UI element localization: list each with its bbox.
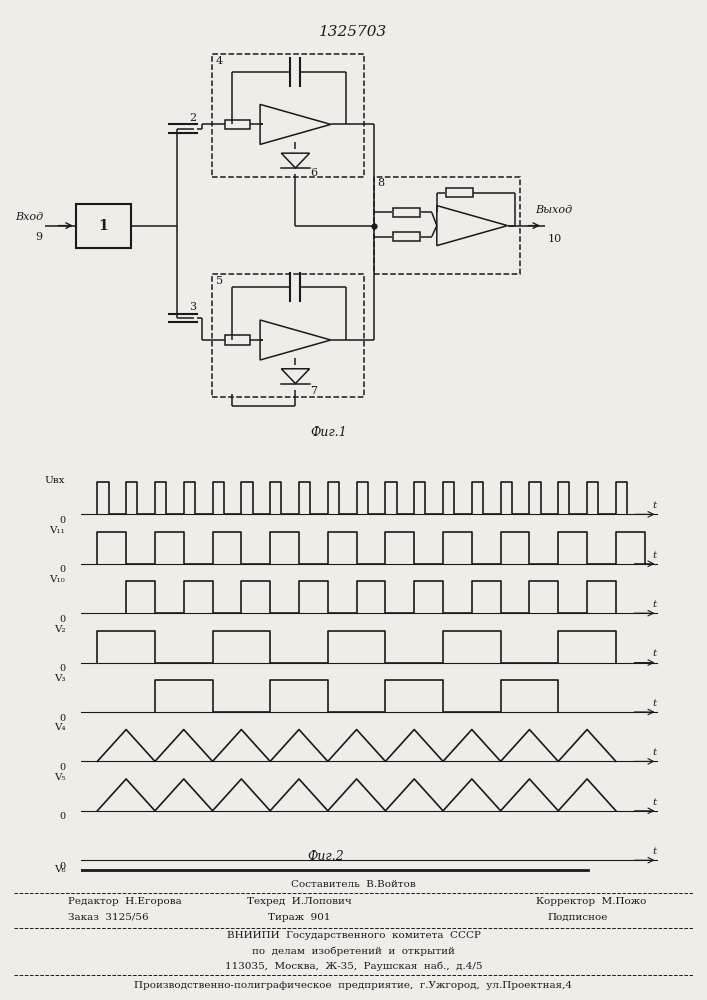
Text: 0: 0 bbox=[59, 615, 65, 624]
Text: 0: 0 bbox=[59, 812, 65, 821]
Text: 7: 7 bbox=[310, 386, 317, 396]
Text: 0: 0 bbox=[59, 565, 65, 574]
Text: t: t bbox=[653, 551, 656, 560]
Text: V₄: V₄ bbox=[54, 723, 65, 732]
Text: 5: 5 bbox=[216, 276, 223, 286]
Text: V₃: V₃ bbox=[54, 674, 65, 683]
Text: t: t bbox=[653, 600, 656, 609]
Text: 0: 0 bbox=[59, 862, 65, 871]
Text: t: t bbox=[653, 847, 656, 856]
Text: V₁₁: V₁₁ bbox=[49, 526, 65, 535]
Text: 0: 0 bbox=[59, 516, 65, 525]
Text: V₁₀: V₁₀ bbox=[49, 575, 65, 584]
Bar bbox=[374, 177, 520, 274]
Bar bbox=[392, 232, 421, 241]
Text: Фиг.1: Фиг.1 bbox=[310, 426, 346, 439]
Text: 10: 10 bbox=[548, 234, 562, 244]
Text: 113035,  Москва,  Ж-35,  Раушская  наб.,  д.4/5: 113035, Москва, Ж-35, Раушская наб., д.4… bbox=[225, 961, 482, 971]
Bar bbox=[225, 335, 250, 345]
Text: V₆: V₆ bbox=[54, 865, 65, 874]
Text: 0: 0 bbox=[59, 763, 65, 772]
Text: Техред  И.Лопович: Техред И.Лопович bbox=[247, 898, 351, 906]
Text: Uвх: Uвх bbox=[45, 476, 65, 485]
Text: 0: 0 bbox=[59, 664, 65, 673]
Text: Составитель  В.Войтов: Составитель В.Войтов bbox=[291, 880, 416, 889]
Text: Производственно-полиграфическое  предприятие,  г.Ужгород,  ул.Проектная,4: Производственно-полиграфическое предприя… bbox=[134, 981, 573, 990]
Text: Заказ  3125/56: Заказ 3125/56 bbox=[69, 912, 149, 922]
Text: 8: 8 bbox=[378, 178, 385, 188]
Bar bbox=[212, 274, 363, 397]
Text: Вход: Вход bbox=[15, 212, 43, 222]
Text: V₂: V₂ bbox=[54, 625, 65, 634]
Text: t: t bbox=[653, 748, 656, 757]
Bar bbox=[225, 120, 250, 129]
Text: 0: 0 bbox=[59, 714, 65, 723]
Text: 3: 3 bbox=[189, 302, 197, 312]
Bar bbox=[445, 188, 474, 197]
Bar bbox=[392, 208, 421, 217]
Text: Редактор  Н.Егорова: Редактор Н.Егорова bbox=[69, 898, 182, 906]
Text: t: t bbox=[653, 501, 656, 510]
Text: 2: 2 bbox=[189, 113, 197, 123]
Text: ВНИИПИ  Государственного  комитета  СССР: ВНИИПИ Государственного комитета СССР bbox=[226, 931, 481, 940]
Bar bbox=[76, 204, 132, 248]
Text: t: t bbox=[653, 699, 656, 708]
Text: Корректор  М.Пожо: Корректор М.Пожо bbox=[536, 898, 646, 906]
Text: t: t bbox=[653, 798, 656, 807]
Bar bbox=[212, 54, 363, 177]
Text: 6: 6 bbox=[310, 168, 317, 178]
Text: 1325703: 1325703 bbox=[320, 25, 387, 39]
Text: Выход: Выход bbox=[535, 205, 573, 215]
Text: по  делам  изобретений  и  открытий: по делам изобретений и открытий bbox=[252, 946, 455, 956]
Text: V₅: V₅ bbox=[54, 773, 65, 782]
Text: t: t bbox=[653, 649, 656, 658]
Text: 1: 1 bbox=[99, 219, 108, 233]
Text: 9: 9 bbox=[35, 232, 42, 242]
Text: Фиг.2: Фиг.2 bbox=[307, 850, 344, 863]
Text: Подписное: Подписное bbox=[547, 912, 607, 922]
Text: 4: 4 bbox=[216, 56, 223, 66]
Text: Тираж  901: Тираж 901 bbox=[268, 912, 330, 922]
